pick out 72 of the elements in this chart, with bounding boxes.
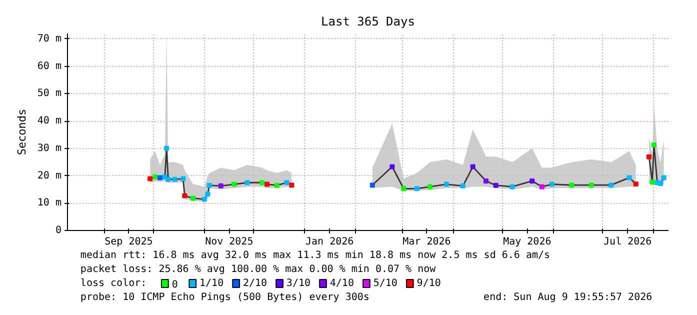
text: packet loss: 25.86 % avg 100.00 % max 0.00 % min 0.07 % now	[80, 264, 437, 275]
y-axis-title: Seconds	[15, 108, 28, 156]
legend-label: 5/10	[373, 278, 398, 289]
point	[370, 182, 375, 188]
point	[390, 164, 395, 170]
text: end: Sun Aug 9 19:55:57 2026	[484, 292, 652, 303]
legend-label: 4/10	[330, 278, 354, 289]
point	[148, 176, 153, 182]
point	[274, 182, 280, 188]
point	[470, 164, 476, 170]
y-tick-label: 50 m	[37, 88, 62, 100]
point	[444, 182, 449, 187]
legend-label: 3/10	[286, 278, 311, 289]
point	[658, 180, 664, 186]
point	[152, 174, 158, 180]
point	[164, 146, 170, 151]
point	[549, 182, 554, 187]
point	[539, 184, 544, 190]
point	[608, 182, 614, 188]
point	[182, 193, 188, 198]
point	[284, 180, 290, 186]
legend-label: 1/10	[200, 278, 224, 289]
legend-label: 2/10	[242, 278, 268, 289]
point	[633, 181, 638, 186]
point	[218, 183, 224, 188]
x-tick-label: Jan 2026	[306, 236, 354, 248]
y-tick-label: 40 m	[37, 116, 62, 127]
point	[232, 182, 237, 187]
point	[157, 175, 162, 180]
point	[493, 182, 498, 188]
y-tick-label: 0	[55, 225, 62, 236]
x-tick-label: Jul 2026	[604, 236, 652, 248]
x-tick-label: Nov 2025	[205, 236, 254, 248]
point	[260, 180, 265, 186]
point	[484, 178, 489, 184]
y-tick-label: 10 m	[37, 198, 62, 209]
point	[569, 182, 574, 188]
y-tick-label: 70 m	[37, 33, 62, 44]
legend-title: loss color:	[80, 278, 147, 289]
y-tick-label: 60 m	[37, 60, 62, 72]
point	[460, 183, 466, 188]
x-tick-label: Sep 2025	[104, 236, 153, 248]
point	[244, 180, 250, 186]
point	[626, 175, 632, 180]
point	[588, 182, 594, 188]
point	[205, 192, 210, 197]
point	[206, 182, 212, 188]
point	[646, 154, 652, 160]
point	[650, 180, 655, 185]
point	[530, 178, 535, 184]
point	[510, 184, 515, 190]
point	[661, 175, 666, 180]
x-tick-label: Mar 2026	[402, 236, 451, 248]
point	[414, 186, 420, 192]
point	[289, 182, 294, 188]
text: probe: 10 ICMP Echo Pings (500 Bytes) every 300s	[80, 292, 370, 303]
x-tick-label: May 2026	[503, 236, 552, 248]
point	[172, 176, 178, 182]
legend-label: 9/10	[416, 278, 441, 289]
point	[264, 182, 270, 187]
text: median rtt: 16.8 ms avg 32.0 ms max 11.3 ms min 18.8 ms now 2.5 ms sd 6.6 am/s	[80, 250, 550, 261]
point	[166, 176, 171, 182]
point	[428, 184, 433, 190]
chart-title: Last 365 Days	[321, 14, 415, 28]
point	[202, 196, 207, 202]
point	[651, 142, 656, 148]
point	[180, 176, 186, 182]
y-tick-label: 30 m	[37, 142, 62, 154]
y-tick-label: 20 m	[37, 170, 62, 182]
legend-label: 0	[172, 280, 178, 290]
point	[190, 196, 196, 201]
point	[401, 186, 406, 192]
